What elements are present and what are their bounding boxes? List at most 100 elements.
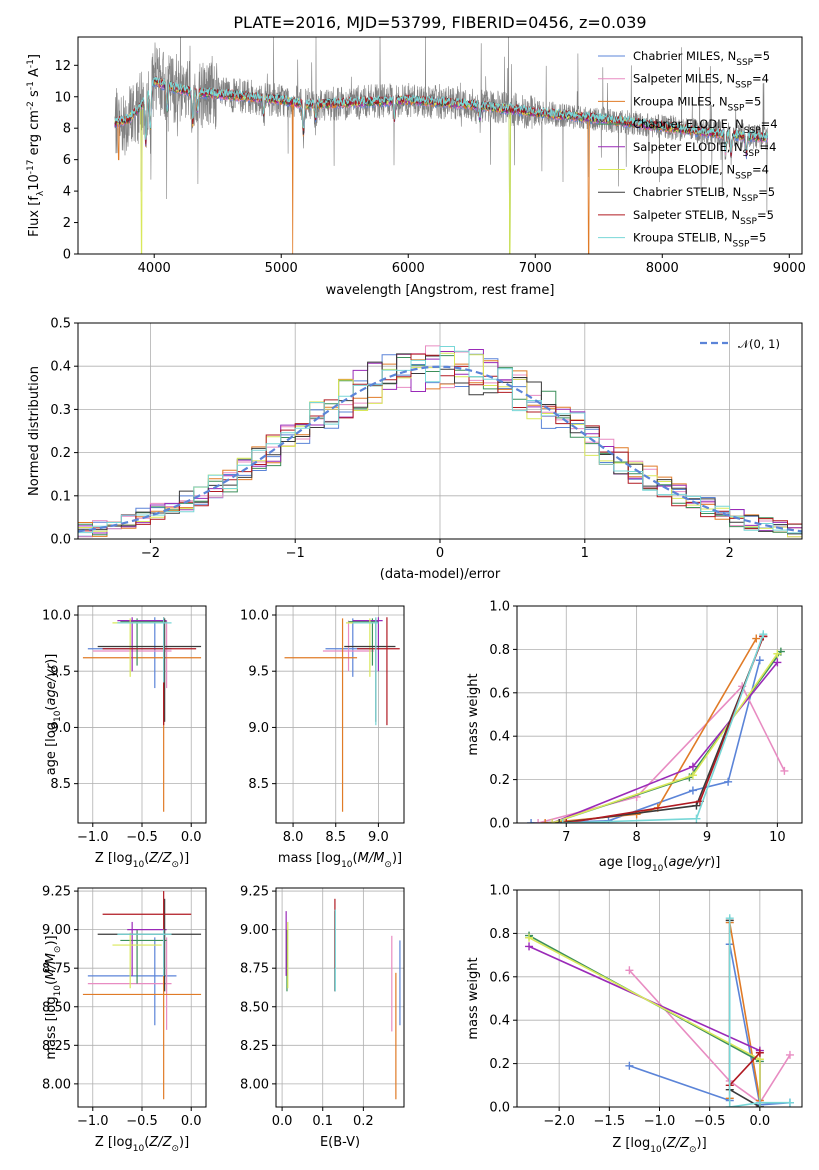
label-part: ⊙ (53, 946, 63, 954)
tick-label-y: 8.25 (42, 1039, 71, 1054)
errorbar-salpeter-elodie (352, 617, 383, 672)
tick-label-x: 9000 (773, 261, 806, 276)
tick-label-x: 0.0 (181, 830, 202, 845)
label-part: ( (662, 1136, 667, 1151)
label-part: M/M (44, 953, 59, 980)
errorbar-chabrier-elodie (120, 618, 167, 666)
label-part: age [log (44, 722, 59, 775)
tick-label-y: 6 (63, 153, 71, 168)
tick-label-x: 7 (562, 830, 570, 845)
spectrum-model-kroupa-stelib (114, 76, 769, 153)
label-part: Chabrier MILES, N (633, 49, 736, 63)
series-line (551, 653, 779, 823)
label-part: )] (179, 851, 189, 866)
tick-label-y: 0 (63, 248, 71, 263)
label-part: SSP (733, 240, 750, 250)
data-point (785, 1098, 794, 1107)
label-part: ⊙ (384, 860, 392, 870)
series-line (531, 660, 761, 823)
axis-label-x: mass [log10(M/M⊙)] (278, 851, 402, 870)
tick-label-x: 7000 (519, 261, 552, 276)
errorbar-salpeter-elodie (117, 617, 167, 672)
data-point (692, 814, 701, 823)
axis-label-x: wavelength [Angstrom, rest frame] (326, 283, 555, 298)
tick-label-y: 0.4 (489, 1014, 510, 1029)
plot-area (285, 898, 401, 1100)
tick-label-y: 0.1 (50, 489, 71, 504)
series-kroupa-stelib (725, 914, 794, 1107)
tick-label-x: 4000 (138, 261, 171, 276)
tick-label-x: 1 (581, 546, 589, 561)
tick-label-x: 0.0 (181, 1114, 202, 1129)
label-part: 10 (133, 860, 145, 870)
tick-label-y: 8.00 (42, 1077, 71, 1092)
panel-spectrum: 4000 5000 6000 7000 8000 9000 0 2 4 6 8 10 12 Chabrie… (26, 36, 806, 298)
axis-label-y: Normed distribution (27, 366, 42, 496)
axes-frame (275, 887, 405, 1108)
label-part: =5 (758, 185, 775, 199)
gaussian-curve (78, 365, 802, 533)
plot-area (284, 617, 400, 812)
label-part: Chabrier STELIB, N (633, 185, 741, 199)
series-line (562, 633, 765, 823)
data-point (562, 819, 571, 823)
data-point (755, 656, 764, 665)
series-line (728, 918, 790, 1107)
series-line (559, 636, 765, 823)
axis-label-x: Z [log10(Z/Z⊙)] (612, 1136, 706, 1155)
tick-label-x: 9.0 (368, 830, 389, 845)
tick-label-x: −0.5 (126, 1114, 158, 1129)
data-point (692, 801, 701, 810)
label-part: Salpeter MILES, N (633, 72, 735, 86)
tick-label-y: 10.0 (42, 608, 71, 623)
label-part: 10 (133, 1144, 145, 1154)
legend-entry: Chabrier MILES, NSSP=5 (633, 49, 770, 68)
label-part: M/M (358, 851, 385, 866)
label-part: -2 (26, 101, 36, 110)
tick-label-y: 1.0 (489, 884, 510, 899)
data-point (688, 771, 697, 780)
tick-label-y: 0.4 (489, 730, 510, 745)
label-part: =5 (744, 94, 761, 108)
panel-age-vs-mass: 8.0 8.5 9.0 8.5 9.0 9.5 10.0 mass [log10(M/M⊙)] (240, 605, 405, 870)
axis-label-y: mass [log10(M/M⊙)] (44, 935, 63, 1059)
tick-label-y: 9.5 (248, 665, 269, 680)
label-part: Z/Z (148, 1135, 172, 1150)
data-point (724, 777, 733, 786)
axes-frame (77, 36, 803, 255)
data-point (773, 649, 782, 658)
legend-entry: Salpeter MILES, NSSP=4 (633, 72, 769, 91)
tick-label-y: 9.0 (248, 721, 269, 736)
label-part: Salpeter ELODIE, N (633, 140, 743, 154)
tick-label-x: 0.0 (272, 1114, 293, 1129)
label-part: )] (179, 1135, 189, 1150)
errorbar-salpeter-stelib (357, 617, 400, 726)
label-part: -1 (26, 81, 36, 90)
tick-label-y: 8.25 (240, 1039, 269, 1054)
data-point (725, 1103, 734, 1107)
label-part: =4 (760, 140, 777, 154)
label-part: 10 (53, 985, 63, 997)
label-part: Z [log (95, 851, 133, 866)
axis-label-x: Z [log10(Z/Z⊙)] (95, 851, 189, 870)
legend-entry: Kroupa STELIB, NSSP=5 (633, 231, 766, 250)
series-kroupa-stelib (558, 630, 768, 823)
axis-label-y: age [log10(age/yr)] (44, 654, 63, 776)
label-part: -17 (26, 160, 36, 175)
label-part: )] (44, 935, 59, 945)
data-point (527, 819, 536, 823)
data-point (755, 1098, 764, 1107)
tick-label-x: −0.5 (694, 1114, 726, 1129)
tick-label-x: 0 (436, 546, 444, 561)
label-part: =5 (753, 49, 770, 63)
data-point (525, 942, 534, 951)
label-part: Z/Z (148, 851, 172, 866)
series-kroupa-elodie (548, 649, 782, 823)
label-part: =5 (749, 231, 766, 245)
axes-frame (275, 605, 405, 824)
data-point (548, 819, 557, 823)
errorbar-chabrier-elodie (348, 618, 379, 666)
legend-entry: Kroupa ELODIE, NSSP=4 (633, 163, 769, 182)
